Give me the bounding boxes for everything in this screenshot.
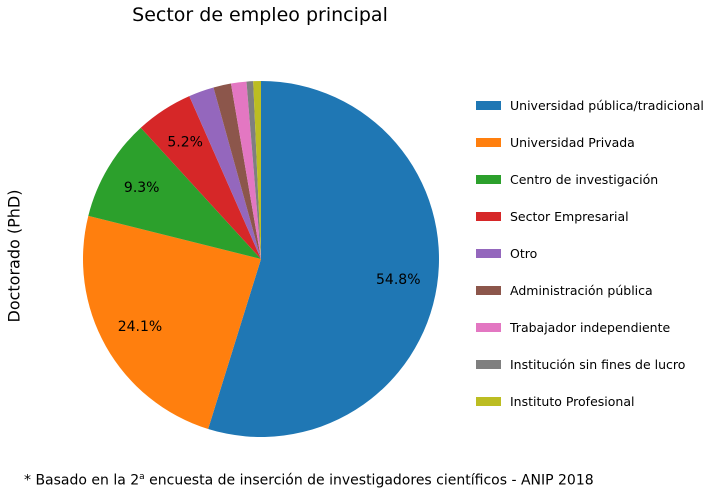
pie-slice-9 <box>253 81 261 259</box>
legend-label: Instituto Profesional <box>510 394 635 409</box>
pie-slice-6 <box>213 83 261 259</box>
legend-label: Universidad Privada <box>510 135 635 150</box>
legend-swatch <box>476 360 501 369</box>
chart-title: Sector de empleo principal <box>132 4 388 26</box>
pie-slice-7 <box>230 81 261 259</box>
slice-label-4: 5.2% <box>167 135 203 151</box>
legend-label: Centro de investigación <box>510 172 659 187</box>
legend-label: Institución sin fines de lucro <box>510 357 686 372</box>
legend-swatch <box>476 212 501 221</box>
legend-label: Sector Empresarial <box>510 209 629 224</box>
pie-slice-4 <box>140 96 261 260</box>
footnote-prefix: * Basado en la 2 <box>24 472 140 489</box>
footnote-superscript: a <box>139 472 145 482</box>
pie-slice-5 <box>189 87 261 259</box>
slice-label-3: 9.3% <box>124 180 160 196</box>
legend-label: Trabajador independiente <box>510 320 671 335</box>
pie-slice-8 <box>246 81 261 259</box>
legend-swatch <box>476 101 501 110</box>
legend-label: Universidad pública/tradicional <box>510 98 704 113</box>
pie-slice-1 <box>208 81 440 437</box>
slice-label-1: 54.8% <box>376 272 420 288</box>
legend-swatch <box>476 397 501 406</box>
pie-slice-2 <box>82 215 261 429</box>
pie-slice-3 <box>88 127 261 260</box>
footnote: * Basado en la 2a encuesta de inserción … <box>24 472 594 489</box>
legend-swatch <box>476 323 501 332</box>
legend-label: Administración pública <box>510 283 653 298</box>
legend-swatch <box>476 286 501 295</box>
legend-swatch <box>476 175 501 184</box>
slice-label-2: 24.1% <box>118 319 162 335</box>
legend-swatch <box>476 249 501 258</box>
footnote-suffix: encuesta de inserción de investigadores … <box>144 472 594 489</box>
legend-label: Otro <box>510 246 538 261</box>
legend-swatch <box>476 138 501 147</box>
